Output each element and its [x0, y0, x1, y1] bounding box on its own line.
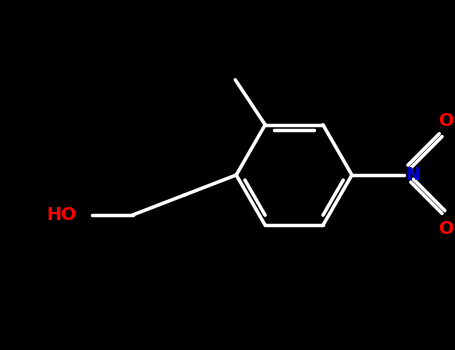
- Text: O: O: [438, 112, 453, 130]
- Text: HO: HO: [46, 206, 77, 224]
- Text: N: N: [406, 166, 421, 184]
- Text: O: O: [438, 220, 453, 238]
